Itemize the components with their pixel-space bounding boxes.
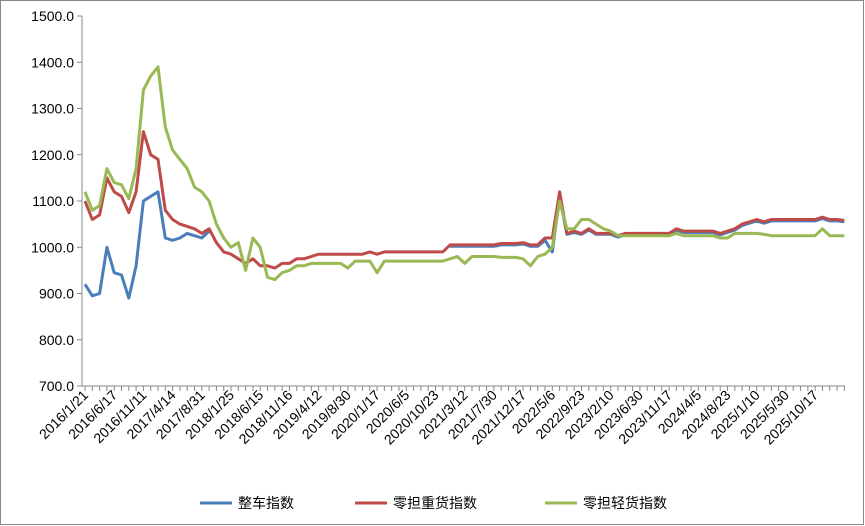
series-line bbox=[83, 190, 211, 300]
y-tick-label: 900.0 bbox=[39, 286, 74, 302]
series-line bbox=[83, 130, 845, 270]
y-tick-label: 1100.0 bbox=[32, 193, 74, 209]
y-tick-label: 1300.0 bbox=[31, 101, 74, 117]
y-tick-label: 1000.0 bbox=[31, 239, 74, 255]
legend-label: 整车指数 bbox=[238, 495, 294, 511]
y-tick-label: 700.0 bbox=[39, 378, 74, 394]
legend-label: 零担重货指数 bbox=[393, 495, 477, 511]
y-tick-label: 1400.0 bbox=[31, 54, 74, 70]
y-tick-label: 1200.0 bbox=[31, 147, 74, 163]
series-line bbox=[83, 65, 845, 282]
legend-label: 零担轻货指数 bbox=[583, 495, 667, 511]
y-tick-label: 800.0 bbox=[39, 332, 74, 348]
y-tick-label: 1500.0 bbox=[31, 8, 74, 24]
